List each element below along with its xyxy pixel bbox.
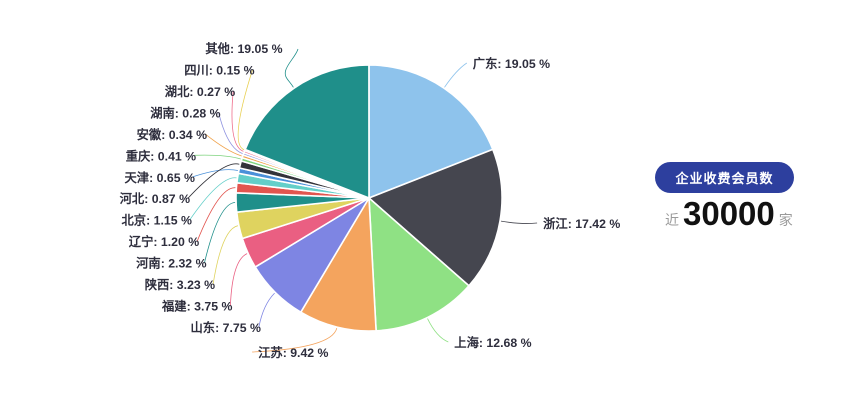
svg-text:福建: 3.75 %: 福建: 3.75 % (161, 299, 232, 314)
svg-text:湖北: 0.27 %: 湖北: 0.27 % (165, 84, 235, 99)
svg-text:四川: 0.15 %: 四川: 0.15 % (184, 64, 254, 78)
svg-text:天津: 0.65 %: 天津: 0.65 % (125, 170, 195, 185)
svg-text:辽宁: 1.20 %: 辽宁: 1.20 % (129, 234, 199, 249)
svg-text:上海: 12.68 %: 上海: 12.68 % (454, 335, 531, 350)
svg-text:陕西: 3.23 %: 陕西: 3.23 % (145, 277, 215, 292)
svg-text:河北: 0.87 %: 河北: 0.87 % (120, 191, 190, 206)
svg-text:重庆: 0.41 %: 重庆: 0.41 % (126, 148, 196, 163)
svg-text:安徽: 0.34 %: 安徽: 0.34 % (137, 127, 207, 142)
svg-text:山东: 7.75 %: 山东: 7.75 % (191, 320, 261, 335)
svg-text:湖南: 0.28 %: 湖南: 0.28 % (150, 105, 220, 120)
svg-text:浙江: 17.42 %: 浙江: 17.42 % (543, 216, 620, 231)
svg-text:其他: 19.05 %: 其他: 19.05 % (205, 41, 282, 56)
svg-text:广东: 19.05 %: 广东: 19.05 % (473, 56, 550, 71)
svg-text:河南: 2.32 %: 河南: 2.32 % (136, 256, 206, 271)
svg-text:北京: 1.15 %: 北京: 1.15 % (122, 213, 192, 228)
svg-text:江苏: 9.42 %: 江苏: 9.42 % (258, 345, 328, 360)
